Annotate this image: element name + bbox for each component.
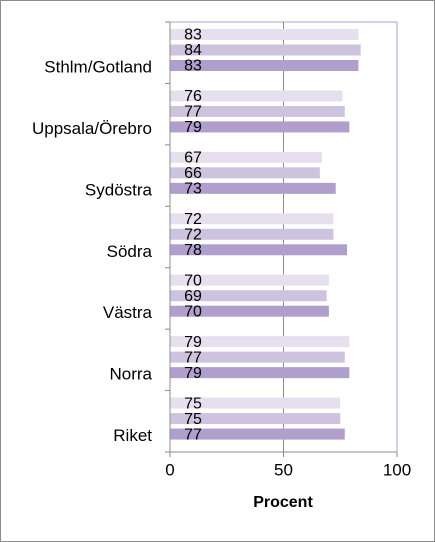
bar (170, 351, 345, 363)
value-label: 83 (184, 27, 202, 44)
x-tick-label: 100 (383, 460, 411, 479)
value-label: 69 (184, 288, 202, 305)
value-label: 70 (184, 303, 202, 320)
x-tick-label: 0 (165, 460, 174, 479)
value-label: 72 (184, 211, 202, 228)
value-label: 73 (184, 181, 202, 198)
x-tick-label: 50 (274, 460, 293, 479)
value-label: 72 (184, 227, 202, 244)
category-label: Uppsala/Örebro (32, 119, 152, 138)
bar (170, 90, 343, 102)
category-label: Sydöstra (85, 180, 153, 199)
bar (170, 336, 350, 348)
bar (170, 305, 329, 317)
bar (170, 60, 359, 71)
category-label: Västra (103, 303, 153, 322)
value-label: 75 (184, 395, 202, 412)
bar (170, 244, 348, 256)
value-label: 79 (184, 119, 202, 136)
bar (170, 397, 341, 409)
bar (170, 213, 334, 225)
category-label: Riket (113, 426, 152, 445)
bar (170, 290, 327, 302)
bar (170, 428, 345, 440)
value-label: 79 (184, 334, 202, 351)
value-label: 70 (184, 272, 202, 289)
value-label: 79 (184, 365, 202, 382)
bar (170, 44, 361, 56)
category-label: Norra (109, 365, 152, 384)
bar (170, 105, 345, 117)
value-label: 83 (184, 58, 202, 75)
bar (170, 228, 334, 240)
category-label: Sthlm/Gotland (44, 57, 152, 76)
bar (170, 121, 350, 133)
bar (170, 274, 329, 286)
x-axis-title: Procent (253, 494, 313, 511)
bar (170, 29, 359, 40)
bar (170, 167, 320, 179)
value-label: 77 (184, 104, 202, 121)
category-label: Södra (107, 242, 153, 261)
value-label: 76 (184, 88, 202, 105)
bar (170, 413, 341, 425)
value-label: 67 (184, 150, 202, 167)
value-label: 78 (184, 242, 202, 259)
value-label: 75 (184, 411, 202, 428)
value-label: 66 (184, 165, 202, 182)
value-label: 77 (184, 349, 202, 366)
value-label: 77 (184, 426, 202, 443)
value-label: 84 (184, 42, 202, 59)
bar (170, 151, 323, 163)
bar (170, 367, 350, 379)
bar (170, 182, 336, 194)
